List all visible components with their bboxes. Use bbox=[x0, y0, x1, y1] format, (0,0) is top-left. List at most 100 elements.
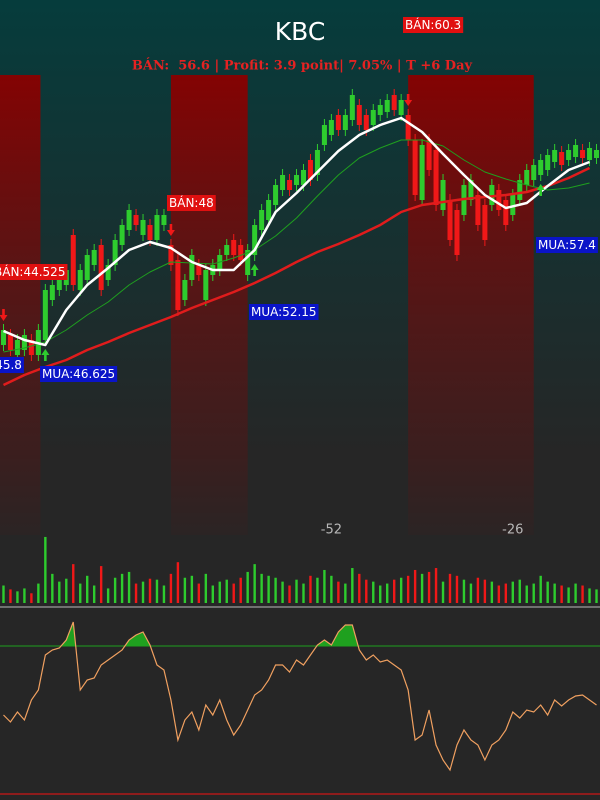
volume-bar bbox=[302, 583, 305, 603]
candle-body bbox=[21, 335, 27, 350]
volume-bar bbox=[267, 575, 270, 603]
volume-bar bbox=[434, 568, 438, 603]
volume-bar bbox=[239, 577, 242, 603]
volume-bar bbox=[274, 577, 277, 603]
signal-label-bg bbox=[249, 304, 319, 320]
volume-bar bbox=[316, 577, 319, 603]
candle-body bbox=[531, 165, 537, 180]
signal-label-bg bbox=[0, 264, 68, 280]
volume-bar bbox=[358, 573, 361, 603]
volume-bar bbox=[148, 578, 152, 603]
candle-body bbox=[133, 215, 139, 225]
volume-bar bbox=[16, 591, 19, 603]
volume-bar bbox=[330, 575, 333, 603]
signal-label-bg bbox=[403, 17, 464, 33]
candle-body bbox=[370, 110, 376, 125]
moving-average-line bbox=[2, 116, 590, 347]
candle-body bbox=[259, 210, 265, 230]
volume-bar bbox=[546, 581, 549, 603]
candle-body bbox=[517, 180, 523, 200]
candle-body bbox=[377, 105, 383, 115]
candle-body bbox=[594, 150, 600, 158]
volume-bar bbox=[86, 575, 89, 603]
candle-body bbox=[231, 240, 237, 255]
volume-bar bbox=[2, 585, 5, 603]
volume-bar bbox=[413, 569, 417, 603]
volume-bar bbox=[372, 581, 375, 603]
candle-body bbox=[398, 100, 404, 115]
candle-body bbox=[580, 150, 586, 158]
candle-body bbox=[147, 225, 153, 240]
volume-bar bbox=[588, 588, 591, 603]
volume-bar bbox=[162, 585, 166, 603]
candle-body bbox=[566, 150, 572, 160]
volume-bar bbox=[72, 564, 75, 603]
signal-arrow bbox=[536, 184, 545, 196]
signal-label-bg bbox=[40, 366, 118, 382]
volume-bar bbox=[127, 571, 131, 603]
candle-body bbox=[363, 115, 369, 130]
signal-arrow bbox=[166, 224, 175, 236]
candle-body bbox=[98, 245, 104, 290]
volume-bar bbox=[65, 578, 68, 603]
signal-label: MUA:46.625 bbox=[42, 367, 115, 381]
moving-average-line bbox=[3, 139, 590, 353]
volume-bar bbox=[567, 587, 570, 603]
candle-body bbox=[0, 330, 6, 345]
candle-body bbox=[42, 290, 48, 340]
volume-bar bbox=[99, 566, 103, 603]
volume-bar bbox=[309, 575, 312, 603]
candle-body bbox=[468, 180, 474, 200]
volume-bar bbox=[323, 569, 326, 603]
volume-bar bbox=[462, 579, 466, 603]
volume-bar bbox=[344, 583, 347, 603]
candle-body bbox=[14, 340, 20, 355]
volume-bar bbox=[23, 588, 26, 603]
volume-bar bbox=[260, 573, 263, 603]
signal-label-bg bbox=[536, 237, 598, 253]
volume-bar bbox=[539, 575, 542, 603]
candle-body bbox=[126, 210, 132, 230]
candle-body bbox=[412, 140, 418, 195]
candle-body bbox=[489, 185, 495, 205]
volume-bar bbox=[469, 583, 473, 603]
candle-body bbox=[335, 115, 341, 130]
candle-body bbox=[252, 225, 258, 255]
signal-arrow bbox=[250, 264, 259, 276]
candle-body bbox=[328, 120, 334, 135]
candle-body bbox=[294, 175, 300, 185]
candle-body bbox=[28, 340, 34, 355]
volume-bar bbox=[141, 581, 145, 603]
candle-body bbox=[391, 95, 397, 110]
oscillator-line bbox=[3, 621, 597, 772]
moving-averages bbox=[2, 116, 591, 387]
volume-bar bbox=[9, 589, 12, 603]
volume-bar bbox=[295, 579, 298, 603]
volume-bar bbox=[497, 585, 501, 603]
volume-bar bbox=[253, 564, 256, 603]
volume-bar bbox=[595, 589, 598, 603]
candle-body bbox=[168, 245, 174, 265]
volume-bar bbox=[399, 577, 403, 603]
volume-bar bbox=[511, 581, 514, 603]
candle-body bbox=[56, 280, 62, 290]
signal-arrow bbox=[404, 94, 413, 106]
volume-bar bbox=[79, 583, 82, 603]
x-axis: -52 -26 bbox=[321, 523, 524, 538]
candle-body bbox=[447, 200, 453, 240]
signal-arrow bbox=[0, 309, 8, 321]
x-tick-label: -52 bbox=[321, 523, 342, 538]
signal-label: MUA:57.4 bbox=[538, 238, 596, 252]
volume-bar bbox=[197, 583, 201, 603]
volume-bar bbox=[574, 583, 577, 603]
signal-label: BÁN:48 bbox=[169, 195, 214, 210]
candle-body bbox=[496, 190, 502, 210]
volume-bar bbox=[553, 583, 556, 603]
candle-body bbox=[182, 280, 188, 300]
volume-bar bbox=[225, 579, 228, 603]
candle-body bbox=[91, 250, 97, 265]
volume-bar bbox=[190, 575, 194, 603]
volume-bar bbox=[204, 573, 208, 603]
oscillator-panel bbox=[0, 608, 600, 800]
